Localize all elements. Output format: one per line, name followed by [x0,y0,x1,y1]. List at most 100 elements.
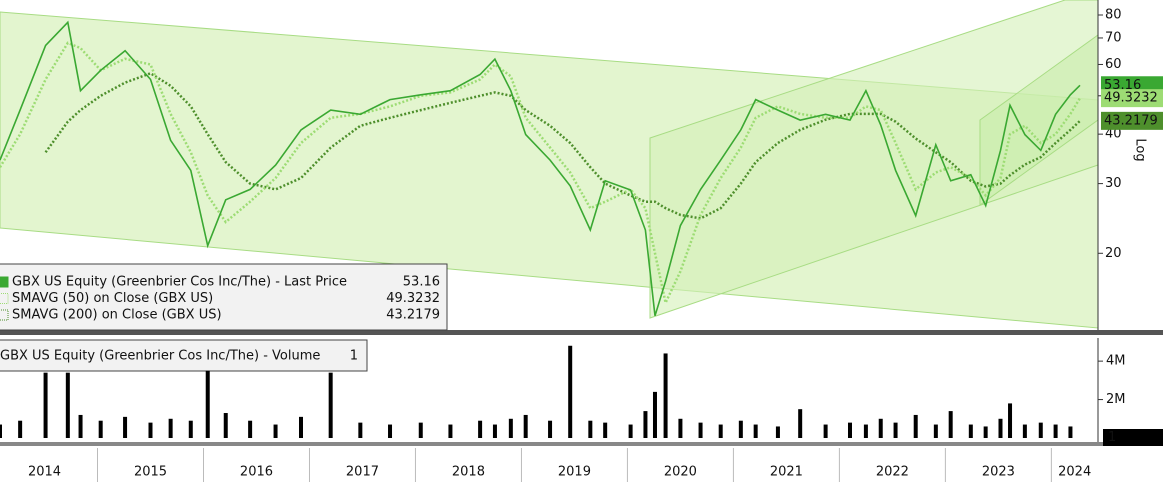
volume-bar [738,420,743,438]
volume-bar [652,391,657,438]
x-tick-label: 2015 [134,465,167,480]
y-tick-label: 2M [1106,392,1126,407]
volume-bar [913,414,918,438]
x-tick-label: 2020 [664,465,697,480]
volume-bar [508,418,513,438]
volume-bar [43,372,48,438]
volume-bar [588,420,593,438]
volume-bar [492,424,497,438]
price-tag-label: 49.3232 [1104,91,1158,106]
volume-bar [123,416,128,438]
axis-separator [0,442,1163,446]
legend-swatch [0,293,9,304]
volume-bar [448,424,453,438]
volume-bar [1068,426,1073,438]
volume-bar [273,424,278,438]
x-tick-label: 2019 [558,465,591,480]
x-tick-label: 2014 [28,465,61,480]
volume-bar [478,420,483,438]
volume-bar [1008,403,1013,438]
legend-value: 1 [350,349,358,364]
volume-bar [847,422,852,438]
pane-separator [0,330,1163,335]
volume-bar [78,414,83,438]
volume-bar [248,420,253,438]
volume-bar [775,426,780,438]
volume-bar [823,424,828,438]
y-tick-label: 20 [1105,246,1122,261]
volume-bar [878,418,883,438]
price-tag-label: 43.2179 [1104,113,1158,128]
volume-bar [948,411,953,438]
volume-tag-label: 1 [1108,430,1116,445]
series-line [0,41,1082,307]
legend-swatch [0,276,9,288]
volume-bar [205,370,210,438]
price-tag-label: 53.16 [1104,78,1141,93]
price-tag [1101,111,1163,130]
x-tick-label: 2022 [876,465,909,480]
volume-bar [188,420,193,438]
volume-tag [1103,428,1163,446]
volume-bar [698,422,703,438]
volume-bar [863,424,868,438]
volume-legend [0,339,368,372]
volume-bar [718,424,723,438]
x-tick-label: 2023 [982,465,1015,480]
volume-bar [933,424,938,438]
volume-bar [418,422,423,438]
volume-bar [568,345,573,438]
volume-bar [968,424,973,438]
series-line [0,20,1081,317]
volume-bar [628,424,633,438]
volume-bar [65,372,70,438]
volume-bar [358,422,363,438]
volume-bar [663,353,668,438]
volume-bar [148,422,153,438]
volume-bar [678,418,683,438]
legend-value: 43.2179 [386,308,440,323]
volume-bar [388,424,393,438]
y-tick-label: 40 [1105,127,1122,142]
volume-bar [753,424,758,438]
y-tick-label: 30 [1105,176,1122,191]
y-tick-label: 80 [1105,8,1122,23]
x-tick-label: 2021 [770,465,803,480]
x-tick-label: 2016 [240,465,273,480]
volume-bar [298,416,303,438]
x-tick-label: 2018 [452,465,485,480]
volume-bar [0,424,2,438]
volume-bar [523,414,528,438]
volume-bar [1038,422,1043,438]
volume-bar [548,420,553,438]
y-tick-label: 60 [1105,57,1122,72]
volume-bar [643,411,648,438]
volume-bar [983,426,988,438]
price-legend [0,263,448,331]
legend-label: SMAVG (50) on Close (GBX US) [12,291,213,306]
volume-bar [1022,424,1027,438]
y-tick-label: 4M [1106,354,1126,369]
legend-label: GBX US Equity (Greenbrier Cos Inc/The) -… [12,275,347,290]
legend-label: GBX US Equity (Greenbrier Cos Inc/The) -… [0,349,320,364]
volume-bar [328,372,333,438]
legend-value: 49.3232 [386,291,440,306]
volume-bar [168,418,173,438]
volume-bar [18,420,23,438]
volume-bar [1053,424,1058,438]
volume-bar [603,422,608,438]
legend-swatch [0,309,9,321]
volume-bar [798,409,803,438]
legend-label: SMAVG (200) on Close (GBX US) [12,308,222,323]
volume-bar [98,420,103,438]
volume-bar [893,422,898,438]
volume-bar [223,413,228,438]
y-tick-label: 70 [1105,30,1122,45]
volume-bar [998,418,1003,438]
y-axis-label: Log [1133,138,1148,161]
price-tag [1101,89,1163,108]
x-tick-label: 2017 [346,465,379,480]
x-tick-label: 2024 [1058,465,1091,480]
legend-value: 53.16 [403,275,440,290]
